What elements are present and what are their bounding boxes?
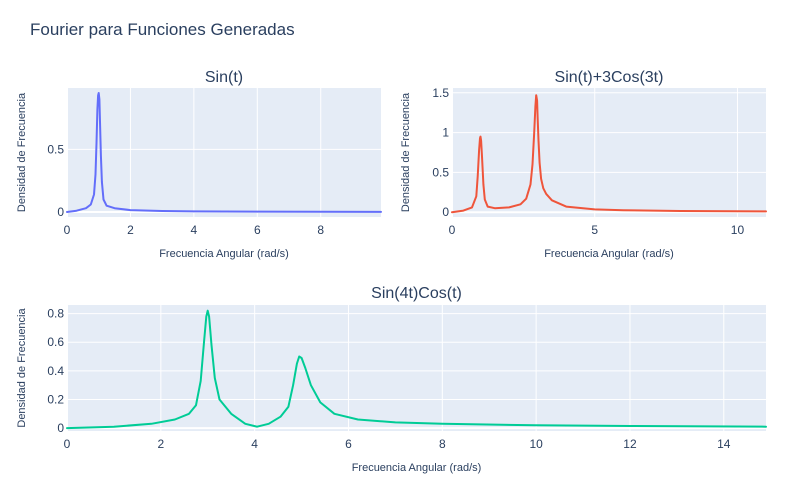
y-tick-label: 1 bbox=[442, 126, 449, 140]
x-axis-title: Frecuencia Angular (rad/s) bbox=[352, 462, 482, 474]
x-axis-title: Frecuencia Angular (rad/s) bbox=[544, 248, 674, 260]
plot-area bbox=[67, 88, 381, 217]
subplot-sin4t-cos-t: 0 2 4 6 8 10 12 14 0 0.2 0.4 0.6 0.8 Sin(4t)Cos(t) Fre… bbox=[16, 285, 767, 474]
x-tick-label: 5 bbox=[591, 223, 598, 237]
x-tick-label: 8 bbox=[439, 437, 446, 451]
x-tick-label: 14 bbox=[717, 437, 731, 451]
series-line bbox=[66, 309, 767, 430]
series-line bbox=[451, 94, 767, 214]
y-tick-label: 0 bbox=[57, 205, 64, 219]
x-tick-label: 10 bbox=[731, 223, 745, 237]
y-tick-label: 0 bbox=[442, 205, 449, 219]
y-tick-label: 0 bbox=[57, 421, 64, 435]
y-axis-title: Densidad de Frecuencia bbox=[16, 308, 28, 428]
subplot-title: Sin(t)+3Cos(3t) bbox=[555, 69, 664, 86]
subplot-title: Sin(t) bbox=[205, 69, 243, 86]
y-axis-title: Densidad de Frecuencia bbox=[16, 92, 28, 212]
subplot-sin-plus-3cos: 0 5 10 0 0.5 1 1.5 Sin(t)+3Cos(3t) Frecuencia An… bbox=[400, 69, 767, 260]
y-tick-label: 0.5 bbox=[432, 165, 449, 179]
series-line bbox=[66, 92, 382, 213]
y-tick-label: 0.8 bbox=[47, 307, 64, 321]
plot-area bbox=[452, 88, 766, 217]
x-tick-label: 0 bbox=[449, 223, 456, 237]
y-axis-title: Densidad de Frecuencia bbox=[400, 92, 412, 212]
y-tick-label: 1.5 bbox=[432, 86, 449, 100]
x-tick-label: 0 bbox=[64, 437, 71, 451]
x-tick-label: 4 bbox=[191, 223, 198, 237]
subplot-title: Sin(4t)Cos(t) bbox=[371, 285, 462, 302]
x-tick-label: 6 bbox=[345, 437, 352, 451]
x-tick-label: 2 bbox=[157, 437, 164, 451]
y-tick-label: 0.2 bbox=[47, 393, 64, 407]
x-tick-label: 8 bbox=[317, 223, 324, 237]
x-tick-label: 10 bbox=[529, 437, 543, 451]
subplot-sin-t: 0 2 4 6 8 0 0.5 Sin(t) Frecuencia Angular (rad/s… bbox=[16, 69, 382, 260]
y-tick-label: 0.4 bbox=[47, 364, 64, 378]
x-tick-label: 12 bbox=[623, 437, 637, 451]
x-axis-title: Frecuencia Angular (rad/s) bbox=[159, 248, 289, 260]
x-tick-label: 6 bbox=[254, 223, 261, 237]
x-tick-label: 0 bbox=[64, 223, 71, 237]
y-tick-label: 0.5 bbox=[47, 142, 64, 156]
x-tick-label: 4 bbox=[251, 437, 258, 451]
y-tick-label: 0.6 bbox=[47, 335, 64, 349]
x-tick-label: 2 bbox=[127, 223, 134, 237]
main-title: Fourier para Funciones Generadas bbox=[30, 20, 295, 39]
plot-area bbox=[67, 305, 766, 431]
